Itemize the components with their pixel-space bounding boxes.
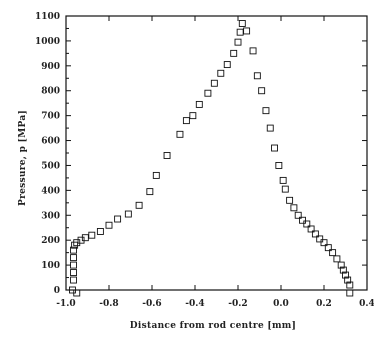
data-point: [182, 117, 190, 125]
data-point: [70, 254, 77, 262]
data-point: [217, 69, 225, 77]
data-point: [344, 276, 352, 284]
data-point: [316, 235, 324, 243]
data-point: [243, 27, 251, 35]
data-point: [286, 196, 294, 204]
x-axis-title: Distance from rod centre [mm]: [130, 321, 296, 331]
data-point: [81, 234, 89, 242]
data-point: [271, 144, 278, 152]
data-point: [346, 281, 354, 289]
y-tick-label: 100: [41, 261, 60, 271]
x-tick-label: -0.8: [99, 299, 118, 309]
axis-ticks: [65, 15, 368, 291]
x-tick-label: -1.0: [56, 299, 75, 309]
data-point: [204, 89, 212, 97]
y-tick-label: 1000: [35, 37, 60, 47]
data-point: [88, 231, 96, 239]
y-tick-label: 500: [41, 161, 60, 171]
y-tick-label: 800: [41, 87, 60, 97]
y-tick-label: 200: [41, 236, 60, 246]
data-point: [307, 225, 315, 233]
data-point: [275, 162, 283, 169]
data-point: [329, 249, 337, 257]
data-point: [146, 188, 154, 196]
data-point: [279, 176, 287, 184]
data-point: [299, 216, 306, 224]
x-tick-label: 0.0: [273, 299, 289, 309]
tick-labels: -1.0 -0.8 -0.6 -0.4 -0.2 0.0 0.2 0.4 0 100 200 300 4…: [35, 12, 374, 309]
data-points: [68, 20, 354, 297]
data-point: [163, 152, 171, 159]
data-point: [70, 261, 77, 269]
y-tick-label: 700: [41, 112, 60, 122]
data-point: [258, 87, 266, 95]
data-point: [281, 185, 289, 193]
y-tick-label: 1100: [35, 12, 60, 22]
data-point: [236, 28, 244, 36]
data-point: [230, 49, 238, 57]
data-point: [339, 266, 347, 274]
data-point: [249, 47, 257, 55]
data-point: [266, 124, 274, 132]
data-point: [195, 100, 203, 108]
data-point: [342, 271, 349, 279]
data-point: [152, 171, 160, 179]
y-tick-label: 400: [41, 186, 60, 196]
data-point: [124, 210, 132, 218]
data-point: [346, 289, 354, 297]
data-point: [311, 230, 319, 238]
data-point: [176, 130, 184, 138]
data-point: [105, 221, 113, 229]
data-point: [114, 215, 122, 223]
x-tick-label: -0.2: [228, 299, 247, 309]
data-point: [70, 246, 77, 254]
x-tick-label: 0.2: [316, 299, 332, 309]
x-tick-label: -0.4: [185, 299, 204, 309]
data-point: [234, 38, 242, 46]
y-axis-title: Pressure, p [MPa]: [18, 110, 28, 206]
data-point: [337, 261, 345, 269]
data-point: [73, 289, 81, 297]
data-point: [290, 204, 298, 212]
data-point: [71, 241, 79, 249]
data-point: [189, 112, 197, 120]
data-point: [70, 276, 77, 284]
data-point: [333, 255, 341, 263]
data-point: [210, 79, 218, 87]
y-tick-label: 0: [54, 286, 60, 296]
data-point: [294, 211, 302, 219]
data-point: [262, 107, 270, 115]
y-tick-label: 600: [41, 137, 60, 147]
plot-frame: [65, 15, 368, 291]
x-tick-label: 0.4: [359, 299, 374, 309]
data-point: [238, 20, 246, 27]
data-point: [73, 239, 81, 247]
y-tick-label: 300: [41, 211, 60, 221]
data-point: [77, 236, 85, 244]
data-point: [253, 72, 261, 80]
data-point: [70, 269, 77, 277]
data-point: [135, 201, 143, 209]
data-point: [223, 61, 231, 69]
y-tick-label: 900: [41, 62, 60, 72]
x-tick-label: -0.6: [142, 299, 161, 309]
data-point: [303, 220, 311, 228]
data-point: [320, 239, 328, 247]
data-point: [324, 244, 332, 252]
data-point: [96, 228, 104, 235]
plot-border: [65, 15, 368, 291]
